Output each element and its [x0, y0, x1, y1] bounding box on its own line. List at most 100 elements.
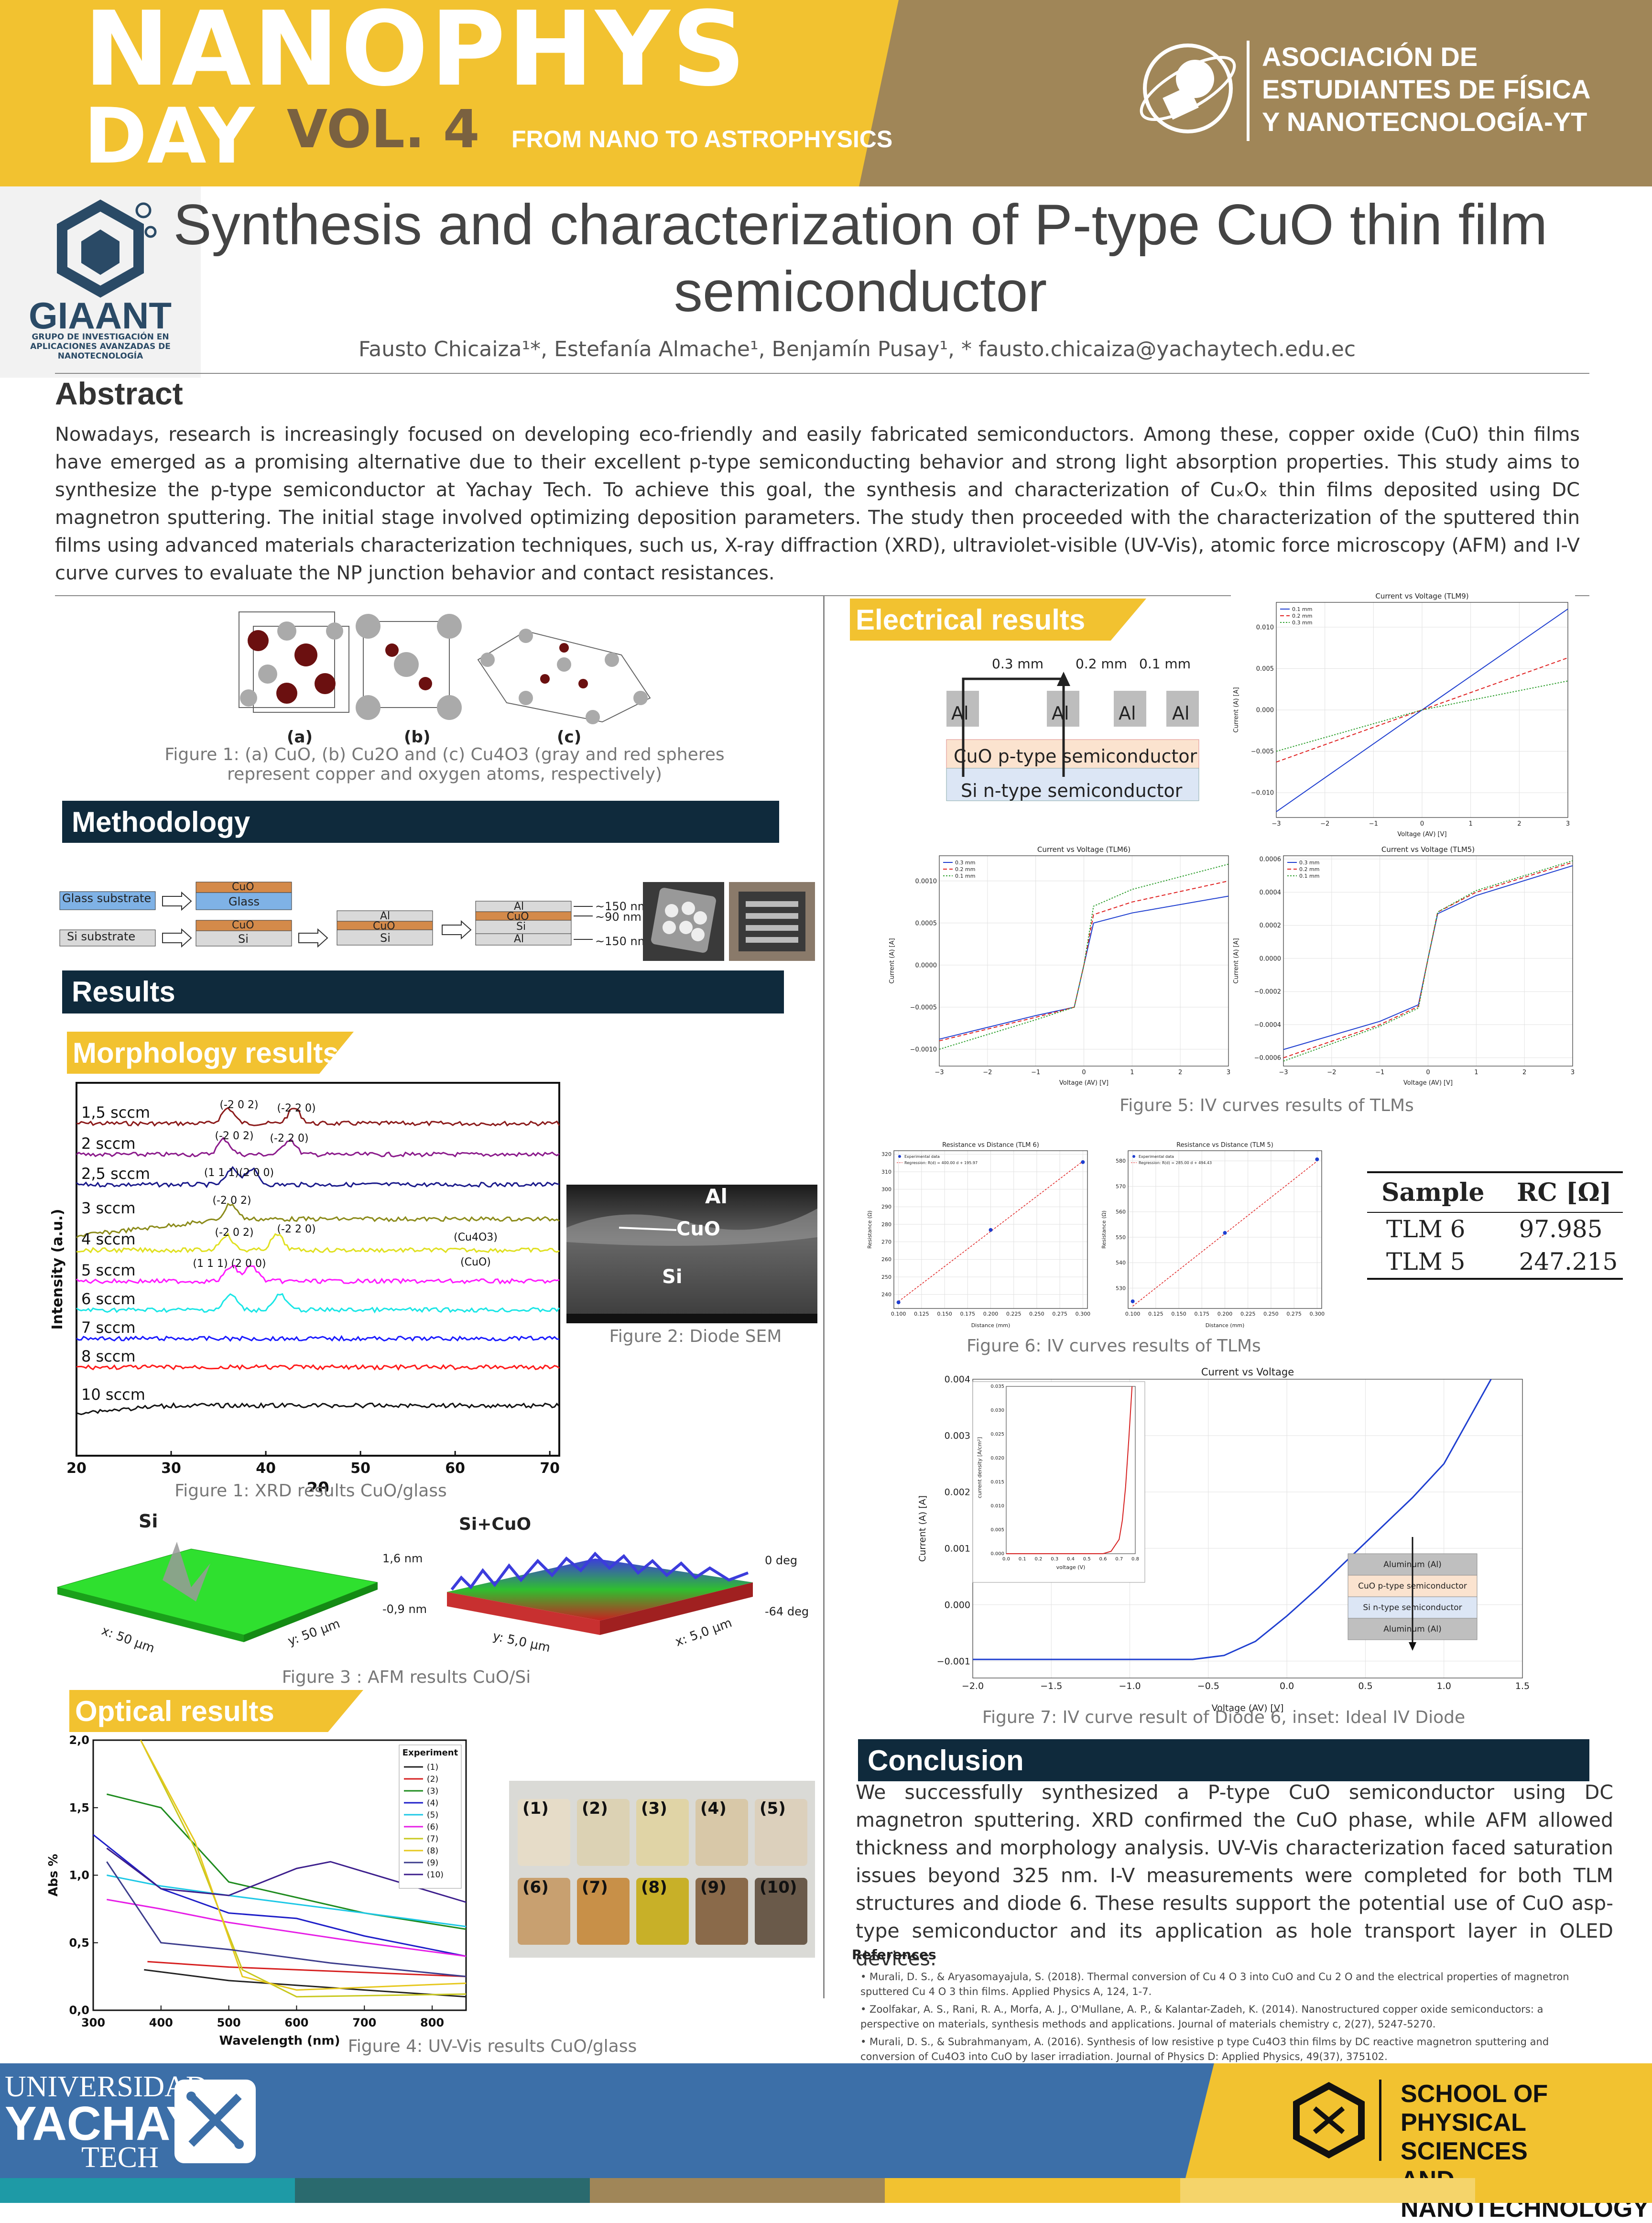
- meth-si-1: Si: [238, 932, 249, 946]
- meth-al-1: Al: [380, 910, 391, 922]
- univ-line2: YACHAY: [5, 2097, 198, 2150]
- inset-x-tick: 0.4: [1067, 1557, 1075, 1562]
- y-tick-label: 540: [1116, 1260, 1126, 1266]
- uv-x-tick-label: 500: [217, 2016, 241, 2029]
- tlm9-chart: −3 −2 −1 0 1 2 3 −0.010 −0.005 0.000 0.005 0.010 Cur…: [1231, 590, 1575, 839]
- y-tick-label: 0.005: [1256, 665, 1274, 673]
- xrd-chart: 20 30 40 50 60 70 2θ Intensity (a.u.) 1,5 sccm 2 …: [49, 1082, 560, 1492]
- chart-title: Current vs Voltage (TLM6): [1037, 845, 1130, 854]
- legend-label: 0.1 mm: [1292, 606, 1312, 612]
- x-tick-label: 1: [1130, 1069, 1134, 1076]
- poster-title: Synthesis and characterization of P-type…: [143, 191, 1577, 325]
- giaant-subtitle: GRUPO DE INVESTIGACIÓN EN APLICACIONES A…: [19, 332, 182, 361]
- xrd-peak-annotation: (Cu4O3): [454, 1231, 498, 1243]
- y-axis-label: Resistance (Ω): [1101, 1210, 1107, 1249]
- y-tick-label: 0.0005: [915, 920, 937, 927]
- tlm-al-4: Al: [1172, 703, 1190, 724]
- fig1-caption: Figure 1: (a) CuO, (b) Cu2O and (c) Cu4O…: [164, 745, 725, 784]
- diode-arrow-head: [1409, 1642, 1416, 1651]
- xrd-series-label: 8 sccm: [81, 1347, 136, 1365]
- x-tick-label: −1: [1375, 1069, 1384, 1076]
- x-tick-label: 0: [1420, 820, 1424, 828]
- x-tick-label: −2: [1327, 1069, 1336, 1076]
- data-point: [1223, 1231, 1227, 1235]
- xrd-y-label: Intensity (a.u.): [49, 1209, 66, 1330]
- sem-label-si: Si: [662, 1266, 683, 1288]
- regression-line: [898, 1161, 1083, 1302]
- legend-label: 0.3 mm: [1292, 620, 1312, 626]
- tlm-al-1: Al: [951, 703, 969, 724]
- xrd-series-label: 2 sccm: [81, 1134, 136, 1153]
- meth-glass-substrate: Glass substrate: [62, 892, 152, 905]
- data-point: [1081, 1160, 1085, 1164]
- uv-y-tick-label: 0,0: [69, 2004, 89, 2017]
- y-tick-label: 270: [881, 1239, 891, 1245]
- y-tick-label: 240: [881, 1292, 891, 1298]
- school-line1: SCHOOL OF: [1401, 2080, 1548, 2108]
- xrd-peak-annotation: (1 1 1)(2 0 0): [204, 1167, 274, 1179]
- uv-legend-label: (5): [427, 1810, 438, 1820]
- x-tick-label: 0.175: [960, 1311, 976, 1317]
- y-tick-label: 260: [881, 1256, 891, 1263]
- sem-image: Al CuO Si: [566, 1185, 817, 1323]
- giaant-sub2: APLICACIONES AVANZADAS DE: [30, 342, 171, 351]
- uv-legend-label: (10): [427, 1870, 444, 1880]
- x-tick-label: −3: [1272, 820, 1281, 828]
- tlm-al-3: Al: [1119, 703, 1136, 724]
- y-tick-label: −0.0004: [1254, 1022, 1281, 1029]
- y-tick-label: −0.0005: [910, 1004, 937, 1011]
- x-tick-label: −1: [1369, 820, 1378, 828]
- inset-x-tick: 0.0: [1002, 1557, 1010, 1562]
- meth-thick-2: ~90 nm: [595, 910, 641, 924]
- assoc-line1: ASOCIACIÓN DE: [1262, 42, 1478, 72]
- uv-x-label: Wavelength (nm): [219, 2034, 340, 2048]
- reference-item: • Murali, D. S., & Aryasomayajula, S. (2…: [860, 1971, 1569, 1997]
- xrd-series-label: 10 sccm: [81, 1385, 145, 1404]
- y-tick-label: 0.0002: [1260, 922, 1282, 929]
- tlm-schematic: [946, 672, 1199, 801]
- xrd-caption: Figure 1: XRD results CuO/glass: [174, 1481, 447, 1501]
- x-tick-label: 0: [1082, 1069, 1086, 1076]
- y-tick-label: 0.0000: [915, 962, 937, 969]
- uv-legend-label: (9): [427, 1858, 438, 1868]
- y-tick-label: −0.0002: [1254, 989, 1281, 996]
- uv-y-tick-label: 1,0: [69, 1869, 89, 1882]
- uv-legend-box: [399, 1744, 462, 1889]
- y-tick-label: 0.000: [1256, 707, 1274, 714]
- results-heading: Results: [62, 970, 784, 1013]
- title-line1: Synthesis and characterization of P-type…: [173, 193, 1548, 257]
- crystal-cu2o: [356, 614, 462, 720]
- chart-background: [865, 1139, 1095, 1330]
- xrd-frame: [76, 1082, 560, 1457]
- rc-header-rc: RC [Ω]: [1517, 1178, 1612, 1207]
- x-tick-label: 1.5: [1515, 1681, 1530, 1691]
- data-point: [1130, 1299, 1135, 1304]
- meth-cuo-2: CuO: [232, 919, 254, 931]
- uv-series-1: [144, 1969, 467, 1998]
- uv-legend-label: (4): [427, 1798, 438, 1808]
- y-axis-label: Current (A) [A]: [1233, 687, 1240, 732]
- xrd-peak-annotation: (-2 0 2): [212, 1195, 251, 1207]
- x-tick-label: 0.250: [1263, 1311, 1279, 1317]
- x-tick-label: 1.0: [1437, 1681, 1451, 1691]
- y-tick-label: 0.0006: [1260, 856, 1282, 863]
- y-tick-label: −0.0010: [910, 1046, 937, 1053]
- rc-table: Sample RC [Ω] TLM 6 97.985 TLM 5 247.215: [1367, 1171, 1623, 1280]
- astronaut-logo-icon: [1140, 44, 1236, 133]
- x-tick-label: 2: [1178, 1069, 1182, 1076]
- xrd-series-label: 1,5 sccm: [81, 1103, 150, 1122]
- series-line-0.2-mm: [1276, 657, 1568, 763]
- x-tick-label: 0.5: [1358, 1681, 1372, 1691]
- crystal-structures: [239, 611, 651, 724]
- giaant-sub1: GRUPO DE INVESTIGACIÓN EN: [32, 332, 169, 342]
- sample-label: (8): [641, 1878, 667, 1897]
- xrd-series-label: 3 sccm: [81, 1199, 136, 1217]
- xrd-peak-annotation: (-2 0 2): [215, 1130, 253, 1142]
- x-tick-label: 3: [1227, 1069, 1230, 1076]
- x-tick-label: −0.5: [1197, 1681, 1219, 1691]
- xrd-series-label: 5 sccm: [81, 1261, 136, 1279]
- footer-color-band: [0, 2178, 1652, 2203]
- sample-tile: [696, 1799, 748, 1866]
- tlm-cuo-layer: CuO p-type semiconductor: [954, 746, 1197, 767]
- series-line-0.1-mm: [1276, 609, 1568, 812]
